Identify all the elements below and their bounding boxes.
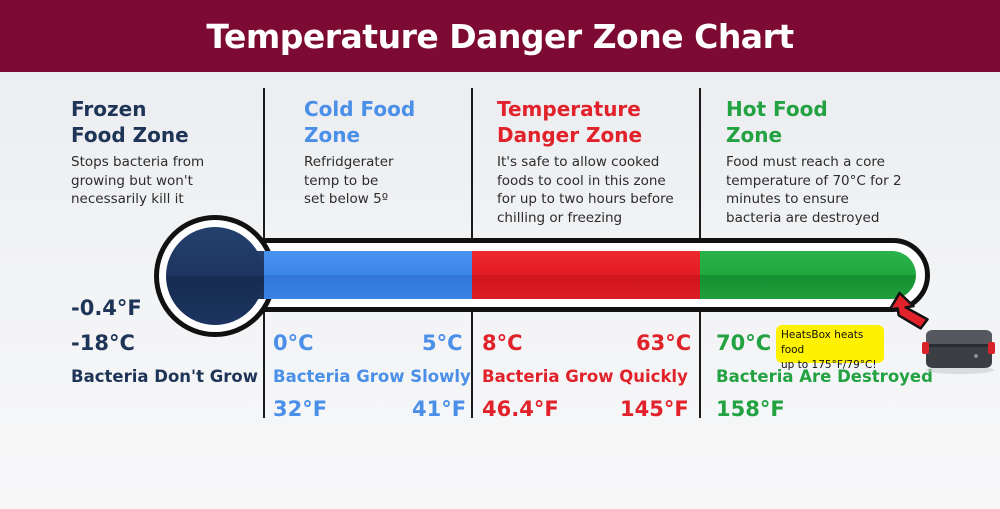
danger-status: Bacteria Grow Quickly <box>482 367 688 386</box>
cold-zone-title: Cold Food Zone <box>304 97 416 147</box>
danger-zone-bar <box>472 251 700 299</box>
hot-zone-description: Food must reach a core temperature of 70… <box>726 154 902 226</box>
frozen-zone-title: Frozen Food Zone <box>71 97 189 147</box>
red-arrow-icon <box>888 291 929 330</box>
danger-low-c: 8°C <box>482 331 523 355</box>
hot-status: Bacteria Are Destroyed <box>716 367 933 386</box>
cold-low-f: 32°F <box>273 397 328 421</box>
hot-low-c: 70°C <box>716 331 772 355</box>
cold-zone-bar <box>262 251 472 299</box>
cold-status: Bacteria Grow Slowly <box>273 367 471 386</box>
heatsbox-lunchbox-icon <box>922 330 995 374</box>
frozen-zone-description: Stops bacteria from growing but won't ne… <box>71 154 205 207</box>
hot-zone-title: Hot Food Zone <box>726 97 828 147</box>
hot-low-f: 158°F <box>716 397 785 421</box>
heatsbox-callout: HeatsBox heats food up to 175°F/79°C! <box>776 325 884 371</box>
danger-low-f: 46.4°F <box>482 397 559 421</box>
cold-low-c: 0°C <box>273 331 314 355</box>
cold-high-f: 41°F <box>412 397 467 421</box>
danger-zone-description: It's safe to allow cooked foods to cool … <box>497 154 674 226</box>
hot-zone-bar <box>700 251 916 299</box>
cold-zone-description: Refridgerater temp to be set below 5º <box>304 154 394 207</box>
frozen-temp-f: -0.4°F <box>71 296 142 320</box>
danger-zone-title: Temperature Danger Zone <box>497 97 643 147</box>
danger-high-c: 63°C <box>636 331 692 355</box>
thermometer-bulb <box>166 227 264 325</box>
frozen-temp-c: -18°C <box>71 331 135 355</box>
frozen-status: Bacteria Don't Grow <box>71 367 258 386</box>
page-title: Temperature Danger Zone Chart <box>206 16 794 56</box>
header-banner: Temperature Danger Zone Chart <box>0 0 1000 72</box>
cold-high-c: 5°C <box>422 331 463 355</box>
danger-high-f: 145°F <box>620 397 689 421</box>
